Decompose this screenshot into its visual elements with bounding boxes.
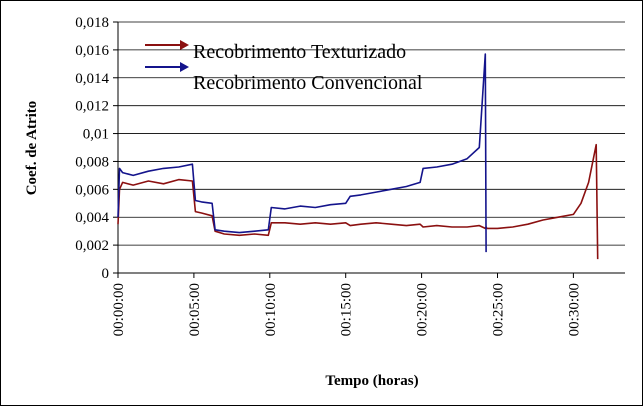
y-tick-label: 0,002: [75, 238, 109, 254]
y-tick-label: 0,014: [75, 71, 109, 87]
legend-arrow: [180, 62, 189, 72]
y-tick-label: 0,016: [75, 43, 109, 59]
x-tick-label: 00:10:00: [263, 283, 279, 336]
y-tick-label: 0,012: [75, 99, 109, 115]
x-axis-label: Tempo (horas): [325, 373, 418, 389]
y-tick-label: 0: [102, 266, 110, 282]
x-tick-label: 00:00:00: [111, 283, 127, 336]
y-tick-label: 0,006: [75, 182, 109, 198]
series-line: [117, 53, 487, 253]
x-tick-label: 00:15:00: [339, 283, 355, 336]
legend-arrow: [180, 40, 189, 50]
y-axis-label: Coef. de Atrito: [24, 101, 40, 196]
legend-label: Recobrimento Convencional: [193, 72, 423, 94]
y-tick-label: 0,004: [75, 210, 109, 226]
x-tick-label: 00:25:00: [490, 283, 506, 336]
y-tick-label: 0,01: [83, 127, 109, 143]
x-tick-label: 00:20:00: [415, 283, 431, 336]
x-tick-label: 00:05:00: [187, 283, 203, 336]
y-tick-label: 0,008: [75, 154, 109, 170]
series-line: [117, 143, 599, 260]
x-tick-label: 00:30:00: [566, 283, 582, 336]
y-tick-label: 0,018: [75, 15, 109, 31]
legend-label: Recobrimento Texturizado: [193, 41, 406, 63]
